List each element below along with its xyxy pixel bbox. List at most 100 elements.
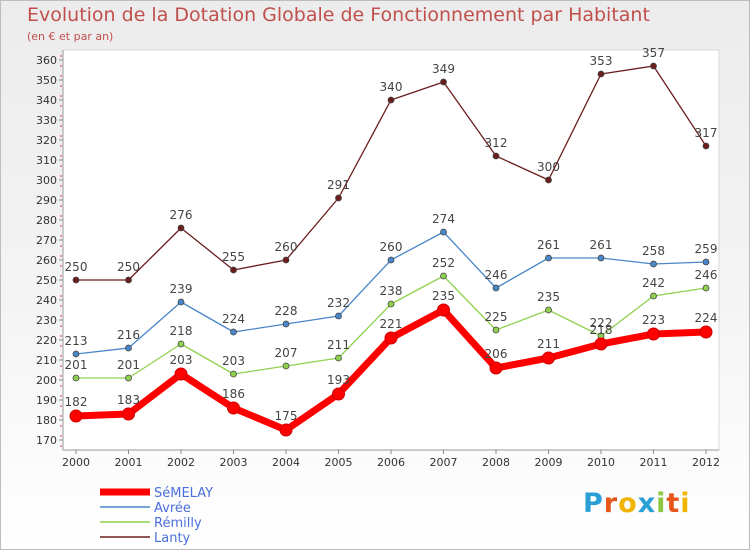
x-tick-label: 2012	[692, 456, 720, 469]
data-label: 260	[275, 240, 298, 254]
series-lanty: 250 250 276 255 260 291 340 349 312 300 353 357 317	[65, 46, 717, 284]
data-point	[492, 152, 500, 160]
data-point	[72, 350, 80, 358]
data-label: 213	[65, 334, 88, 348]
data-point	[227, 401, 240, 415]
x-tick-label: 2011	[640, 456, 668, 469]
data-point	[702, 284, 710, 292]
data-point	[440, 228, 447, 236]
data-label: 300	[537, 160, 560, 174]
data-label: 353	[590, 54, 613, 68]
data-point	[387, 300, 395, 308]
y-tick-label: 300	[36, 174, 57, 187]
data-point	[69, 409, 83, 423]
y-tick-label: 350	[36, 74, 57, 87]
data-point	[492, 284, 500, 292]
data-point	[650, 260, 657, 268]
data-point	[335, 312, 342, 320]
data-label: 259	[695, 242, 718, 256]
legend-label: SéMELAY	[154, 486, 213, 501]
data-label: 235	[537, 290, 560, 304]
data-point	[437, 303, 450, 317]
logo-letter: i	[680, 488, 691, 519]
data-point	[440, 78, 447, 86]
y-tick-label: 360	[36, 54, 57, 67]
data-label: 225	[485, 310, 508, 324]
data-label: 182	[65, 395, 88, 409]
data-label: 261	[590, 238, 613, 252]
data-point	[279, 423, 293, 437]
data-label: 340	[380, 80, 403, 94]
chart-title: Evolution de la Dotation Globale de Fonc…	[27, 4, 650, 26]
data-label: 201	[65, 358, 88, 372]
data-label: 175	[275, 409, 298, 423]
legend-label: Rémilly	[154, 516, 202, 531]
x-tick-label: 2001	[115, 456, 143, 469]
logo-letter: t	[666, 488, 681, 519]
data-label: 223	[642, 313, 665, 327]
data-point	[702, 142, 710, 150]
data-point	[387, 256, 395, 264]
data-point	[387, 96, 395, 104]
data-point	[177, 298, 185, 306]
data-point	[72, 276, 80, 284]
series-s-melay: 182 183 203 186 175 193 221 235 206 211 218 223 224	[65, 289, 718, 437]
y-tick-label: 220	[36, 334, 57, 347]
data-label: 201	[117, 358, 140, 372]
x-tick-label: 2004	[272, 456, 300, 469]
data-label: 246	[485, 268, 508, 282]
data-label: 349	[432, 62, 455, 76]
data-label: 218	[170, 324, 193, 338]
data-label: 239	[170, 282, 193, 296]
data-label: 312	[485, 136, 508, 150]
data-point	[650, 62, 657, 70]
data-label: 274	[432, 212, 455, 226]
data-point	[282, 320, 290, 328]
y-tick-label: 180	[36, 414, 57, 427]
data-point	[702, 258, 710, 266]
y-tick-label: 230	[36, 314, 57, 327]
data-label: 357	[642, 46, 665, 60]
y-tick-label: 290	[36, 194, 57, 207]
data-point	[440, 272, 447, 280]
data-point	[122, 407, 135, 421]
data-point	[174, 367, 188, 381]
y-tick-label: 260	[36, 254, 57, 267]
data-point	[545, 176, 552, 184]
data-point	[125, 344, 132, 352]
chart-subtitle: (en € et par an)	[27, 30, 114, 43]
series-avr-e: 213 216 239 224 228 232 260 274 246 261 261 258 259	[65, 212, 718, 358]
data-label: 211	[537, 337, 560, 351]
y-tick-label: 310	[36, 154, 57, 167]
data-label: 250	[117, 260, 140, 274]
data-label: 258	[642, 244, 665, 258]
data-point	[492, 326, 500, 334]
data-label: 183	[117, 393, 140, 407]
y-tick-label: 330	[36, 114, 57, 127]
data-point	[597, 70, 605, 78]
y-tick-label: 250	[36, 274, 57, 287]
data-point	[699, 325, 713, 339]
data-label: 235	[432, 289, 455, 303]
data-label: 252	[432, 256, 455, 270]
data-label: 216	[117, 328, 140, 342]
x-tick-label: 2003	[220, 456, 248, 469]
y-tick-label: 200	[36, 374, 57, 387]
y-tick-label: 190	[36, 394, 57, 407]
data-point	[597, 254, 605, 262]
y-tick-label: 280	[36, 214, 57, 227]
logo-letter: r	[603, 488, 619, 519]
logo-letter: o	[618, 488, 638, 519]
data-label: 211	[327, 338, 350, 352]
data-point	[177, 224, 185, 232]
data-point	[545, 254, 552, 262]
y-tick-label: 240	[36, 294, 57, 307]
data-label: 203	[170, 353, 193, 367]
y-tick-label: 170	[36, 434, 57, 447]
data-point	[594, 337, 608, 351]
data-label: 242	[642, 276, 665, 290]
data-point	[335, 194, 342, 202]
data-point	[230, 266, 237, 274]
data-label: 224	[222, 312, 245, 326]
data-label: 224	[695, 311, 718, 325]
